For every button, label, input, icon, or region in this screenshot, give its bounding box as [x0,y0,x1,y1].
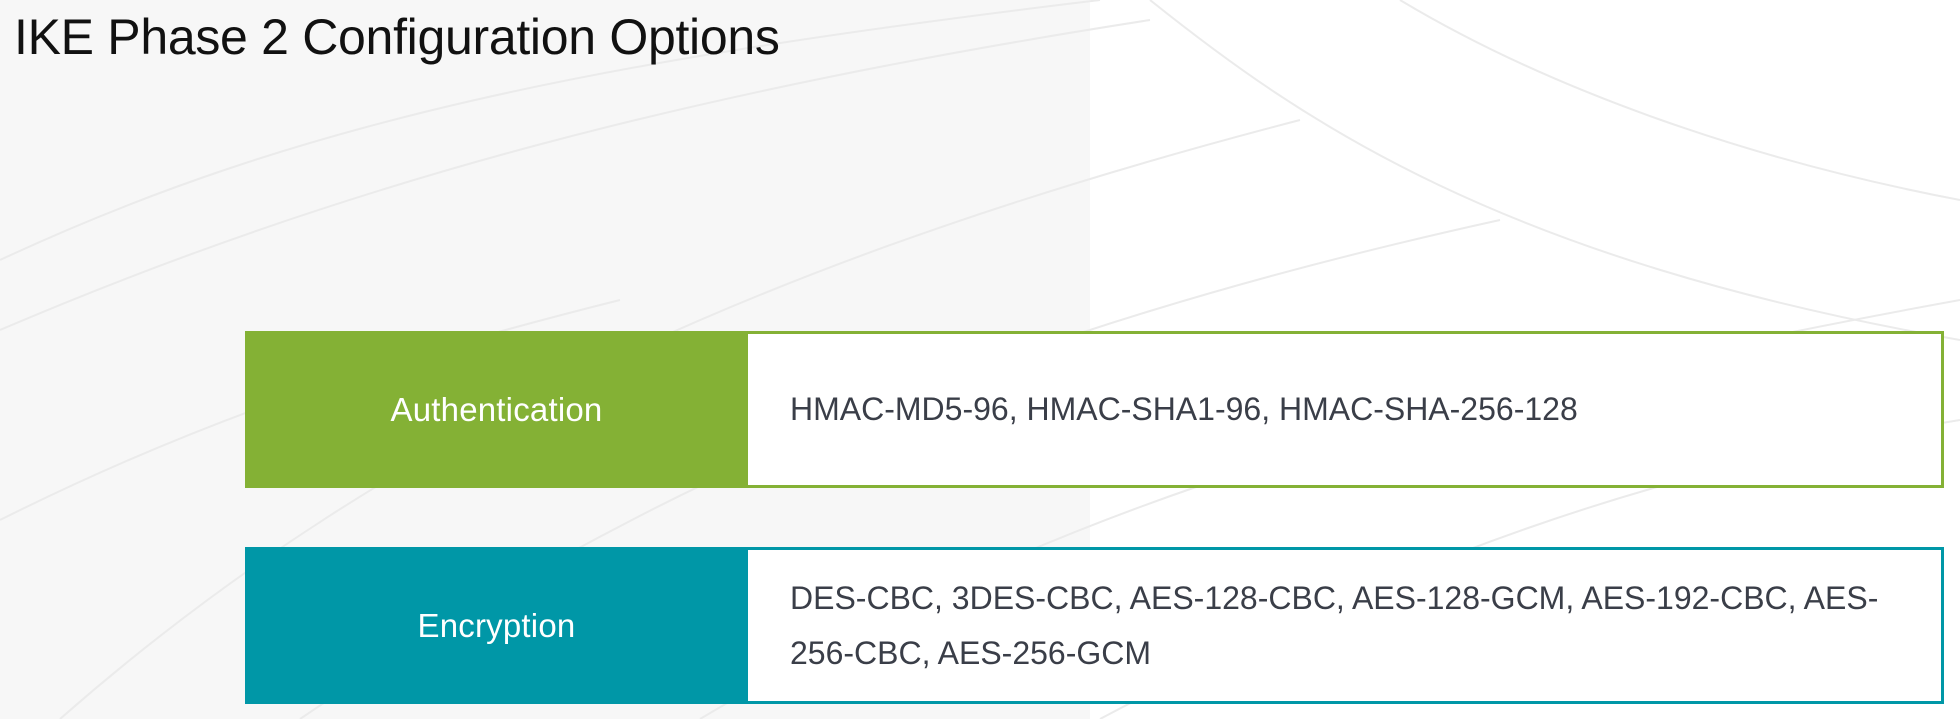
encryption-row: Encryption DES-CBC, 3DES-CBC, AES-128-CB… [245,547,1944,704]
authentication-value: HMAC-MD5-96, HMAC-SHA1-96, HMAC-SHA-256-… [748,331,1944,488]
encryption-label: Encryption [245,547,748,704]
encryption-value: DES-CBC, 3DES-CBC, AES-128-CBC, AES-128-… [748,547,1944,704]
authentication-row: Authentication HMAC-MD5-96, HMAC-SHA1-96… [245,331,1944,488]
authentication-label: Authentication [245,331,748,488]
page-title: IKE Phase 2 Configuration Options [14,9,780,65]
